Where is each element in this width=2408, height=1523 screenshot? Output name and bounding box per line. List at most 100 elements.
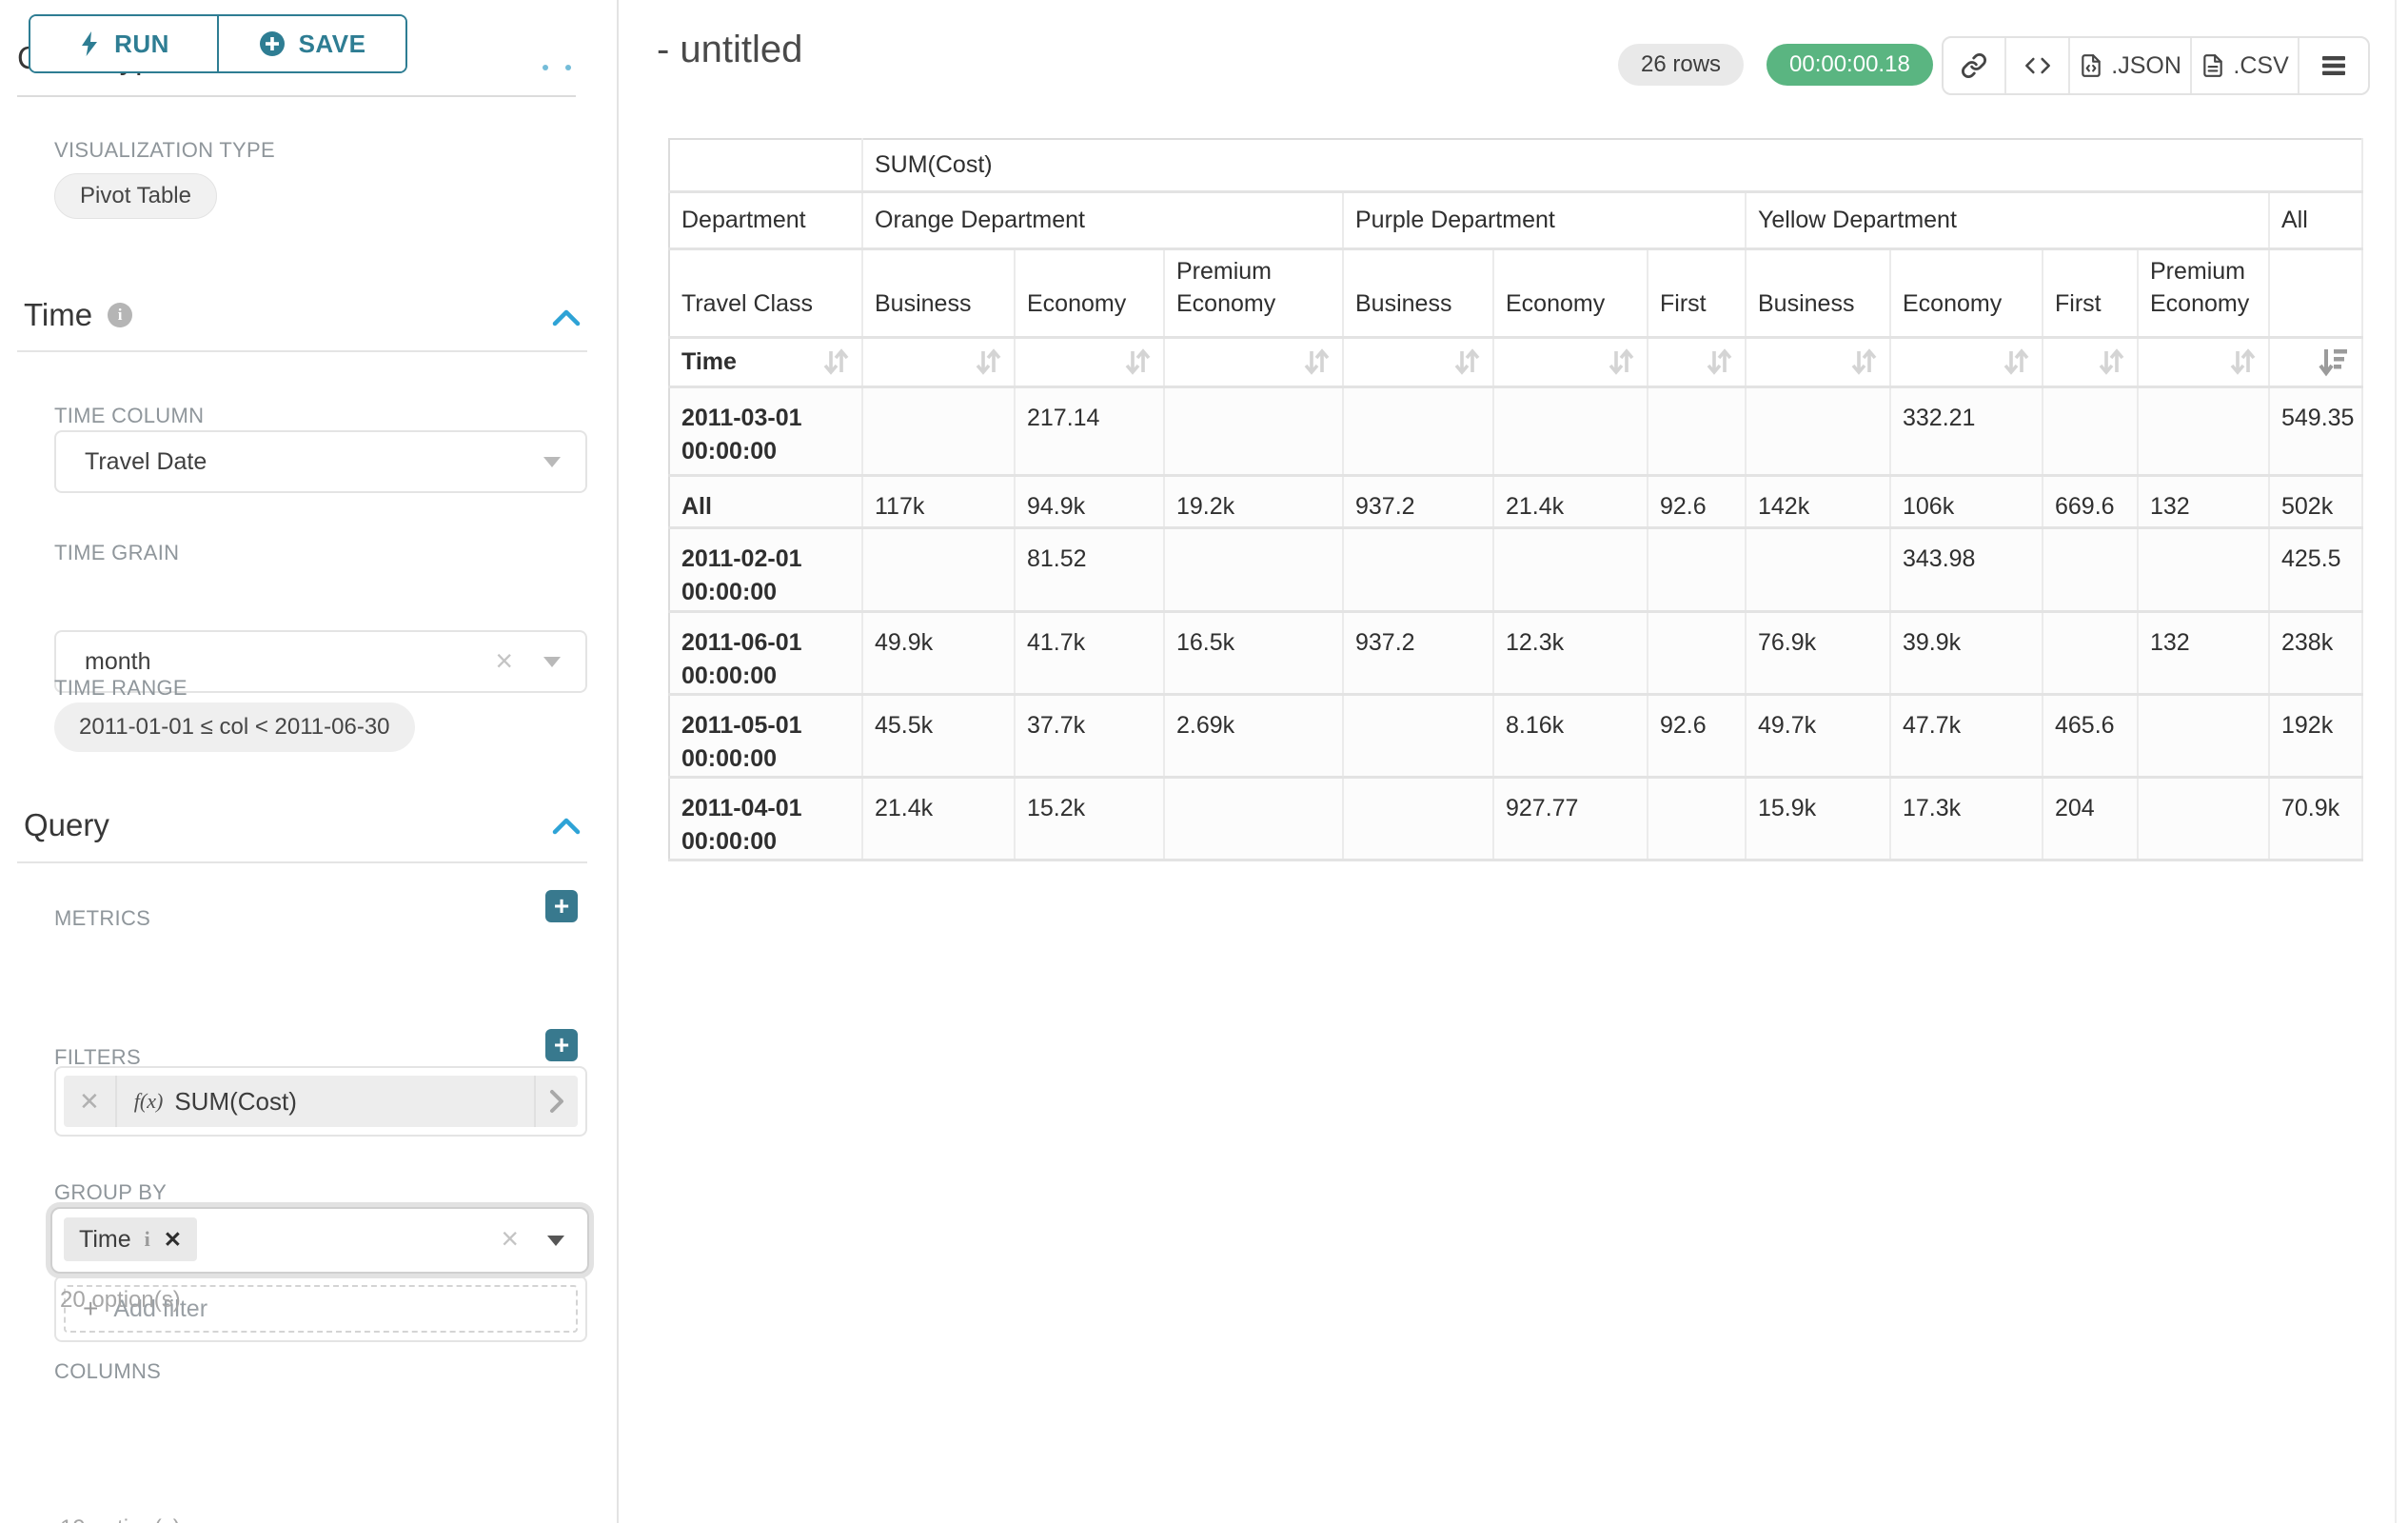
metric-value: SUM(Cost) xyxy=(174,1086,297,1116)
value-cell: 332.21 xyxy=(1890,386,2043,477)
value-cell: 15.9k xyxy=(1746,777,1891,861)
sort-header[interactable] xyxy=(1164,337,1344,388)
row-dimension-header: Travel Class xyxy=(669,248,863,339)
run-button[interactable]: RUN xyxy=(30,16,219,71)
export-json-button[interactable]: .JSON xyxy=(2068,38,2189,93)
value-cell xyxy=(2138,386,2270,477)
sort-icon[interactable] xyxy=(1607,346,1635,378)
sort-header[interactable] xyxy=(1890,337,2043,388)
row-dimension-header: Department xyxy=(669,191,863,250)
value-cell: 17.3k xyxy=(1890,777,2043,861)
chevron-down-icon[interactable] xyxy=(543,457,561,467)
value-cell: 92.6 xyxy=(1648,694,1747,779)
sort-desc-icon[interactable] xyxy=(2318,346,2350,378)
panel-divider[interactable] xyxy=(617,0,619,1523)
remove-tag-icon[interactable]: ✕ xyxy=(163,1226,183,1252)
value-cell: 669.6 xyxy=(2043,475,2139,529)
column-header: First xyxy=(2043,248,2139,339)
time-column-select[interactable]: Travel Date xyxy=(54,430,587,493)
value-cell: 21.4k xyxy=(862,777,1016,861)
sort-icon[interactable] xyxy=(2228,346,2257,378)
sort-icon[interactable] xyxy=(1705,346,1733,378)
sort-icon[interactable] xyxy=(1123,346,1152,378)
sort-header-time[interactable]: Time xyxy=(669,337,863,388)
group-by-select[interactable]: Time i ✕ × xyxy=(50,1207,589,1274)
lightning-icon xyxy=(82,31,98,56)
sort-header[interactable] xyxy=(1015,337,1165,388)
sort-header[interactable] xyxy=(862,337,1016,388)
sort-icon[interactable] xyxy=(1302,346,1331,378)
time-grain-value: month xyxy=(85,648,151,675)
copy-link-button[interactable] xyxy=(1944,38,2004,93)
value-cell: 12.3k xyxy=(1493,611,1648,696)
sort-icon[interactable] xyxy=(1452,346,1481,378)
value-cell xyxy=(1648,611,1747,696)
filters-container: + Add filter xyxy=(54,1276,587,1342)
divider xyxy=(17,861,587,863)
sort-icon[interactable] xyxy=(974,346,1002,378)
time-grain-label: TIME GRAIN xyxy=(54,541,180,564)
value-cell xyxy=(2043,527,2139,613)
sort-header[interactable] xyxy=(1343,337,1494,388)
chevron-down-icon[interactable] xyxy=(543,657,561,667)
chart-title[interactable]: - untitled xyxy=(657,29,803,70)
save-button[interactable]: SAVE xyxy=(219,16,405,71)
sort-icon[interactable] xyxy=(821,346,850,378)
embed-code-button[interactable] xyxy=(2003,38,2069,93)
sort-header[interactable] xyxy=(1493,337,1648,388)
scrollbar-track[interactable] xyxy=(2395,0,2397,1523)
value-cell: 45.5k xyxy=(862,694,1016,779)
sort-header[interactable] xyxy=(2043,337,2139,388)
add-filter-placeholder: Add filter xyxy=(113,1295,208,1322)
sort-icon[interactable] xyxy=(2002,346,2030,378)
value-cell: 47.7k xyxy=(1890,694,2043,779)
time-range-label: TIME RANGE xyxy=(54,676,188,700)
chevron-up-icon[interactable] xyxy=(550,815,582,838)
export-csv-label: .CSV xyxy=(2233,51,2289,79)
group-by-label: GROUP BY xyxy=(54,1180,168,1204)
control-panel: Chart Type RUN SAVE VISUALIZA xyxy=(0,0,619,1523)
divider xyxy=(17,95,576,97)
sort-header[interactable] xyxy=(1648,337,1747,388)
visualization-type-pill[interactable]: Pivot Table xyxy=(54,173,217,219)
expand-metric-icon[interactable] xyxy=(534,1076,578,1127)
file-json-icon xyxy=(2082,54,2102,77)
sort-header-total[interactable] xyxy=(2269,337,2364,388)
remove-metric-icon[interactable]: ✕ xyxy=(79,1086,100,1116)
value-cell xyxy=(862,386,1016,477)
plus-circle-icon xyxy=(259,31,285,56)
column-header: First xyxy=(1648,248,1747,339)
chevron-up-icon[interactable] xyxy=(550,307,582,329)
sort-header[interactable] xyxy=(1746,337,1891,388)
panel-resize-dots[interactable] xyxy=(543,65,571,70)
metric-pill[interactable]: ✕ f(x) SUM(Cost) xyxy=(64,1076,578,1127)
add-filter-dropzone[interactable]: + Add filter xyxy=(64,1285,578,1333)
sort-icon[interactable] xyxy=(1849,346,1878,378)
clear-icon[interactable]: × xyxy=(501,1221,519,1256)
value-cell: 106k xyxy=(1890,475,2043,529)
metrics-label: METRICS xyxy=(54,906,151,930)
value-cell: 70.9k xyxy=(2269,777,2364,861)
more-menu-button[interactable] xyxy=(2298,38,2368,93)
column-group-header: Purple Department xyxy=(1343,191,1747,250)
add-filter-button[interactable]: + xyxy=(545,1029,578,1061)
value-cell xyxy=(1493,527,1648,613)
export-toolbar: .JSON .CSV xyxy=(1942,36,2370,95)
export-csv-button[interactable]: .CSV xyxy=(2189,38,2298,93)
dimension-tag[interactable]: Time i ✕ xyxy=(64,1217,198,1261)
add-metric-button[interactable]: + xyxy=(545,890,578,922)
time-grain-select[interactable]: month × xyxy=(54,630,587,693)
chevron-down-icon[interactable] xyxy=(547,1236,564,1246)
value-cell: 465.6 xyxy=(2043,694,2139,779)
value-cell xyxy=(2043,386,2139,477)
sort-header[interactable] xyxy=(2138,337,2270,388)
time-range-pill[interactable]: 2011-01-01 ≤ col < 2011-06-30 xyxy=(54,702,415,752)
sort-icon[interactable] xyxy=(2097,346,2125,378)
clear-icon[interactable]: × xyxy=(495,643,513,678)
value-cell: 425.5 xyxy=(2269,527,2364,613)
run-button-label: RUN xyxy=(114,29,169,58)
time-column-label: TIME COLUMN xyxy=(54,404,205,427)
value-cell: 21.4k xyxy=(1493,475,1648,529)
value-cell xyxy=(1343,694,1494,779)
